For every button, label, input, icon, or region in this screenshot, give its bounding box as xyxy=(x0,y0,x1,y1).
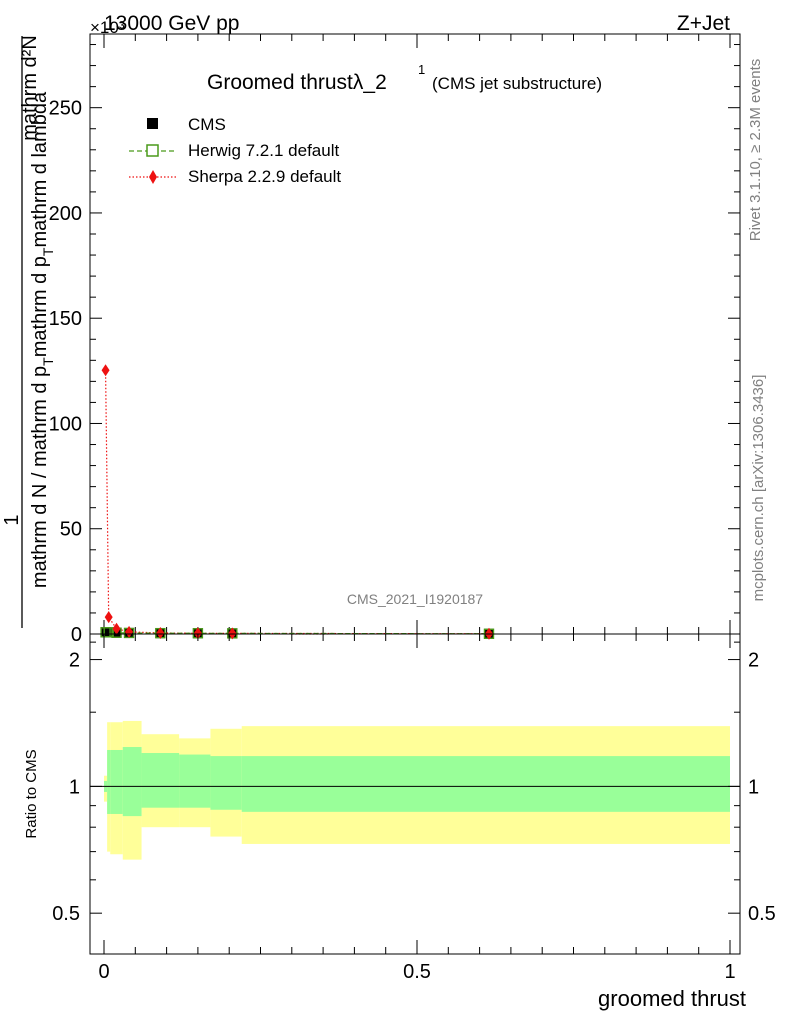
sherpa-point xyxy=(156,626,165,639)
main-y-tick-label: 200 xyxy=(49,203,82,225)
y-label-top: mathrm d²N xyxy=(19,35,41,141)
ratio-y-axis-label: Ratio to CMS xyxy=(23,749,40,838)
main-y-tick-label: 100 xyxy=(49,413,82,435)
main-y-axis-label: 1 mathrm d N / mathrm d pTmathrm d pTmat… xyxy=(1,35,56,628)
ratio-x-ticks: 0 0.5 1 xyxy=(98,634,736,983)
ratio-band-bin xyxy=(141,753,180,808)
header-energy-label: 13000 GeV pp xyxy=(104,12,239,35)
x-axis-label: groomed thrust xyxy=(598,986,746,1011)
svg-text:Groomed thrustλ_2: Groomed thrustλ_2 xyxy=(207,71,387,94)
y-label-seg-2: mathrm d p xyxy=(29,256,51,357)
y-label-sub-1: T xyxy=(40,357,56,366)
main-y-tick-label: 0 xyxy=(71,624,82,646)
x-tick-label: 0.5 xyxy=(403,961,431,983)
ratio-band-bin xyxy=(210,756,242,810)
cms-point xyxy=(103,627,114,638)
legend-marker-sherpa xyxy=(149,170,157,184)
rivet-version-label: Rivet 3.1.10, ≥ 2.3M events xyxy=(747,59,764,242)
ratio-panel-frame xyxy=(89,633,741,955)
ratio-uncertainty-bands xyxy=(104,720,730,860)
ratio-y-tick-label-right: 1 xyxy=(748,776,759,798)
legend-marker-herwig xyxy=(146,144,159,157)
sherpa-point xyxy=(228,627,237,640)
chart-subtitle: (CMS jet substructure) xyxy=(432,74,602,93)
chart-title: Groomed thrustλ_2 xyxy=(207,71,387,94)
y-label-sub-2: T xyxy=(40,247,56,256)
ratio-y-tick-label: 0.5 xyxy=(52,903,80,925)
y-label-seg-3: mathrm d lambda xyxy=(29,91,51,247)
main-y-tick-label: 50 xyxy=(60,519,82,541)
ratio-band-bin xyxy=(107,749,111,814)
main-y-tick-label: 250 xyxy=(49,98,82,120)
ratio-y-ticks: 0.5 0.5 1 1 2 2 xyxy=(52,641,776,925)
header-process-label: Z+Jet xyxy=(677,12,730,35)
y-label-outer-numerator: 1 xyxy=(1,514,23,525)
main-x-ticks xyxy=(103,34,731,634)
main-y-tick-label: 150 xyxy=(49,308,82,330)
ratio-y-tick-label: 2 xyxy=(69,650,80,672)
sherpa-point xyxy=(193,627,202,640)
herwig-point xyxy=(103,627,114,638)
analysis-watermark: CMS_2021_I1920187 xyxy=(347,591,483,607)
ratio-y-tick-label-right: 0.5 xyxy=(748,903,776,925)
sherpa-point xyxy=(104,611,113,624)
sherpa-point xyxy=(112,622,121,635)
ratio-band-bin xyxy=(122,747,142,817)
ratio-band-bin xyxy=(110,749,123,814)
sherpa-point xyxy=(125,625,134,638)
svg-text:1: 1 xyxy=(1,514,23,525)
sherpa-point xyxy=(101,364,110,377)
ratio-panel: 0.5 0.51 12 2 0 0.5 1 Ratio to CMS groomed th… xyxy=(23,633,776,1011)
mcplots-label: mcplots.cern.ch [arXiv:1306.3436] xyxy=(750,375,767,602)
legend-label-herwig: Herwig 7.2.1 default xyxy=(188,141,339,160)
y-label-seg-1: mathrm d N / mathrm d p xyxy=(29,366,51,588)
x-tick-label: 0 xyxy=(98,961,109,983)
legend-marker-cms xyxy=(147,118,158,129)
legend-label-cms: CMS xyxy=(188,115,226,134)
main-y-ticks: 0 50 100 150 200 250 xyxy=(49,44,740,646)
ratio-y-tick-label-right: 2 xyxy=(748,650,759,672)
y-label-denominator: mathrm d N / mathrm d pTmathrm d pTmathr… xyxy=(29,91,56,588)
ratio-y-tick-label: 1 xyxy=(69,776,80,798)
legend: CMS Herwig 7.2.1 default Sherpa 2.2.9 de… xyxy=(129,115,341,186)
x-tick-label: 1 xyxy=(724,961,735,983)
main-panel: 0 50 100 150 200 250 Groomed thrustλ_2 1 (CMS… xyxy=(1,33,741,646)
ratio-band-bin xyxy=(241,756,730,812)
ratio-band-bin xyxy=(179,754,211,808)
legend-label-sherpa: Sherpa 2.2.9 default xyxy=(188,167,341,186)
chart-title-superscript: 1 xyxy=(418,62,425,77)
y-multiplier-label: ×10³ xyxy=(90,18,125,37)
